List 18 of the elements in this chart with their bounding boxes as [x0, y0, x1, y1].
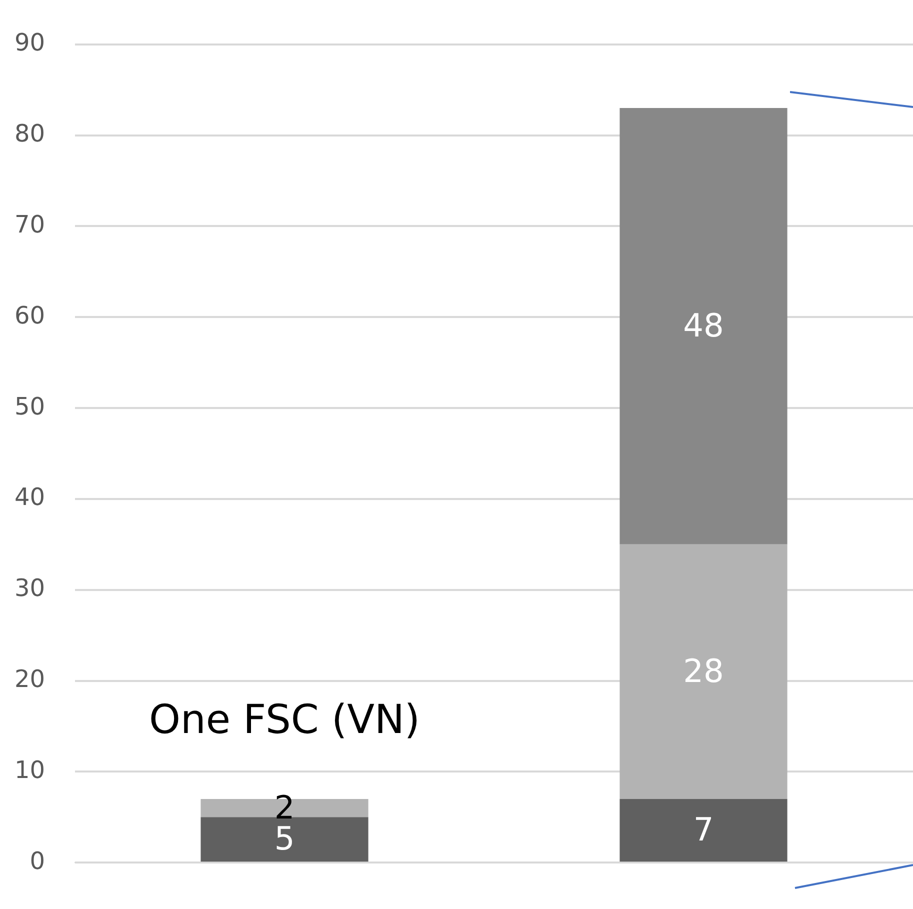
y-tick-label: 90 [14, 28, 45, 57]
bar [200, 817, 368, 862]
annotation: One FSC (VN) [149, 696, 420, 743]
y-tick-label: 20 [14, 665, 45, 694]
bar [620, 798, 788, 862]
y-tick-label: 10 [14, 756, 45, 784]
y-tick-label: 0 [30, 846, 45, 875]
y-tick-label: 80 [14, 120, 45, 148]
data-label: 48 [683, 306, 724, 345]
y-tick-label: 50 [14, 392, 45, 420]
data-label: 7 [693, 810, 714, 849]
bar [620, 108, 788, 544]
data-label: 28 [683, 652, 724, 690]
bar [620, 544, 788, 799]
y-tick-label: 60 [14, 301, 45, 330]
y-tick-label: 40 [14, 483, 45, 512]
y-tick-label: 30 [14, 574, 45, 602]
y-tick-label: 70 [14, 210, 45, 238]
